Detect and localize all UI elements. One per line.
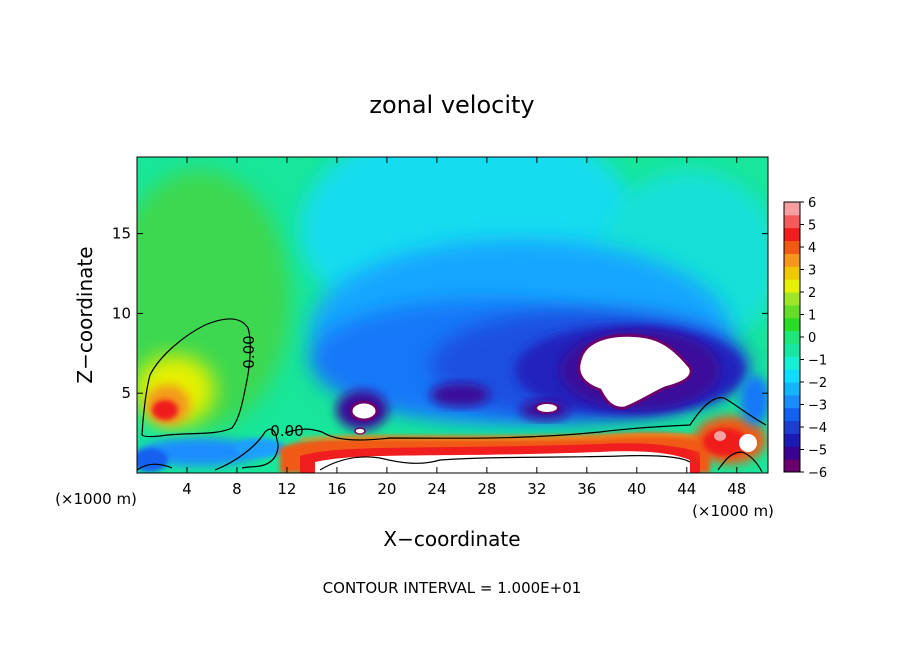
x-tick-label: 24 (427, 480, 446, 498)
colorbar-swatch (784, 253, 800, 267)
colorbar-tick-label: 1 (808, 309, 816, 324)
x-axis: 4 8 12 16 20 24 28 32 36 40 44 48 (182, 157, 746, 498)
colorbar-swatch (784, 407, 800, 422)
colorbar-tick-label: 3 (808, 264, 816, 279)
colorbar-swatch (784, 459, 800, 473)
colorbar-swatch (784, 382, 800, 396)
colorbar-tick-label: −3 (808, 399, 827, 414)
colorbar-swatch (784, 317, 800, 332)
x-tick-label: 8 (232, 480, 242, 498)
colorbar-swatch (784, 304, 800, 319)
x-tick-label: 4 (182, 480, 192, 498)
colorbar-tick-label: −5 (808, 444, 827, 459)
colorbar-swatch (784, 240, 800, 254)
colorbar-swatch (784, 356, 800, 370)
colorbar-swatch (784, 266, 800, 280)
colorbar-tick-label: 4 (808, 241, 816, 256)
colorbar-tick-label: 6 (808, 196, 816, 211)
colorbar-swatch (784, 433, 800, 447)
y-axis: 5 10 15 (112, 225, 768, 402)
x-tick-label: 16 (327, 480, 346, 498)
x-tick-label: 36 (577, 480, 596, 498)
colorbar-swatch (784, 227, 800, 242)
colorbar: 6 5 4 3 2 1 0 −1 −2 −3 −4 −5 −6 (783, 196, 827, 481)
colorbar-swatch (784, 420, 800, 434)
colorbar-swatch (784, 343, 800, 357)
colorbar-tick-label: −1 (808, 354, 827, 369)
x-tick-label: 44 (677, 480, 696, 498)
colorbar-tick-label: −2 (808, 376, 827, 391)
y-tick-label: 10 (112, 304, 131, 322)
x-unit-right: (×1000 m) (692, 502, 774, 520)
colorbar-swatch (784, 214, 800, 229)
x-tick-label: 28 (477, 480, 496, 498)
x-tick-label: 48 (727, 480, 746, 498)
colorbar-swatch (784, 202, 800, 216)
colorbar-tick-label: 2 (808, 286, 816, 301)
colorbar-tick-label: 0 (808, 331, 816, 346)
y-tick-label: 15 (112, 225, 131, 243)
x-unit-left: (×1000 m) (55, 490, 137, 508)
contour-label-horizontal: 0.00 (270, 422, 303, 440)
contour-interval-note: CONTOUR INTERVAL = 1.000E+01 (323, 579, 582, 597)
plot-frame (136, 156, 769, 474)
y-axis-title: Z−coordinate (73, 246, 97, 383)
colorbar-swatch (784, 279, 800, 293)
x-tick-label: 40 (627, 480, 646, 498)
contour-label-vertical: 0.00 (240, 335, 258, 368)
x-tick-label: 32 (527, 480, 546, 498)
zero-contours (137, 318, 767, 473)
x-tick-label: 12 (277, 480, 296, 498)
colorbar-swatch (784, 394, 800, 409)
colorbar-tick-label: −6 (808, 466, 827, 481)
chart-title: zonal velocity (369, 91, 534, 119)
x-axis-title: X−coordinate (383, 527, 520, 551)
colorbar-swatch (784, 369, 800, 383)
x-tick-label: 20 (377, 480, 396, 498)
colorbar-tick-label: −4 (808, 421, 827, 436)
colorbar-swatch (784, 292, 800, 306)
colorbar-swatch (784, 446, 800, 460)
y-tick-label: 5 (121, 384, 131, 402)
velocity-field (137, 157, 768, 473)
colorbar-swatch (784, 330, 800, 344)
colorbar-tick-label: 5 (808, 219, 816, 234)
